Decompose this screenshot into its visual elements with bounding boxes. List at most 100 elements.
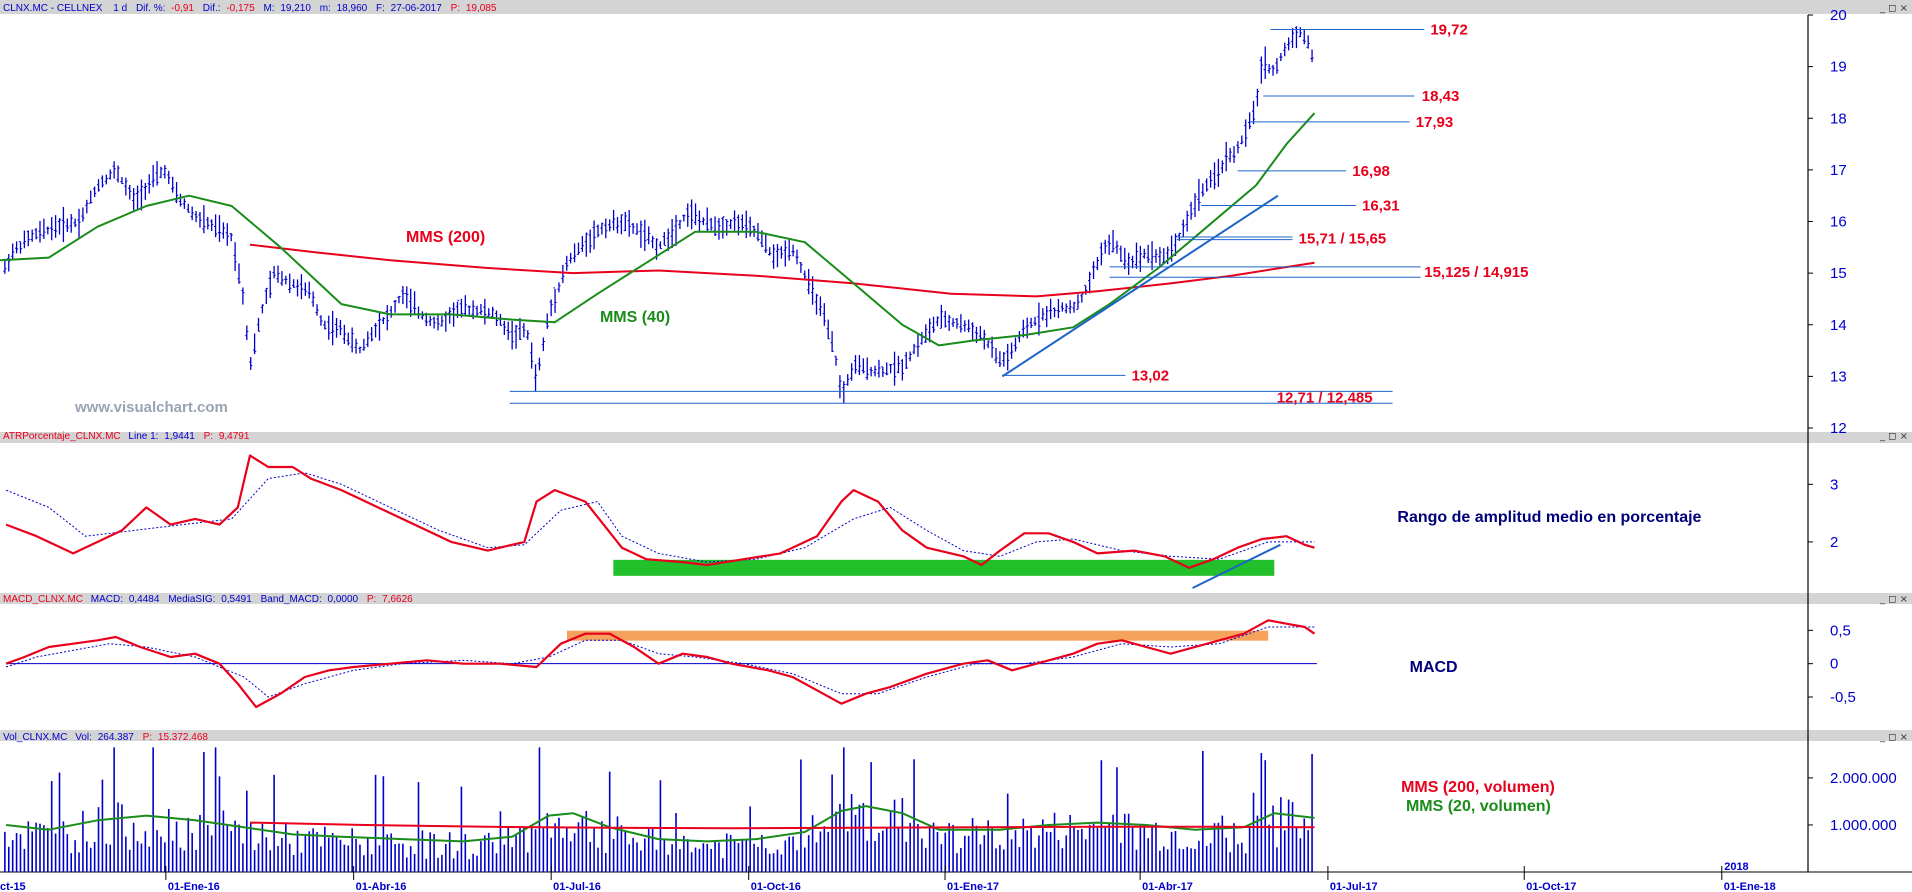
- macd-signal-line: [5, 626, 1315, 698]
- date-value: 27-06-2017: [391, 3, 443, 14]
- atr-p-label: P:: [204, 431, 213, 442]
- level-label: 13,02: [1132, 367, 1170, 384]
- dif-pct-value: -0,91: [171, 3, 194, 14]
- atr-line-label: Line 1:: [128, 431, 158, 442]
- price-y-tick-label: 16: [1830, 214, 1847, 231]
- mms-40-line: [0, 112, 1316, 347]
- pane-separator[interactable]: [0, 730, 1912, 741]
- max-value: 19,210: [280, 3, 311, 14]
- atr-pane-controls[interactable]: _ ◻ ×: [1879, 431, 1908, 442]
- chart-frame: [0, 15, 1912, 873]
- vol-mms-20-annotation: MMS (20, volumen): [1406, 798, 1551, 815]
- year-label: 2018: [1724, 861, 1748, 873]
- price-trendline: [1001, 194, 1279, 378]
- timeframe: 1 d: [113, 3, 127, 14]
- level-label: 17,93: [1416, 114, 1454, 131]
- macd-p-value: 7,6626: [382, 594, 413, 605]
- macd-line: [5, 619, 1316, 709]
- vol-p-value: 15.372.468: [158, 732, 208, 743]
- volume-bars: [4, 747, 1313, 872]
- symbol-info: CLNX.MC - CELLNEX: [3, 3, 103, 14]
- price-y-tick-label: 14: [1830, 317, 1847, 334]
- x-tick-label: 01-Oct-16: [751, 881, 801, 892]
- watermark: www.visualchart.com: [74, 399, 228, 416]
- max-label: M:: [263, 3, 274, 14]
- level-label: 19,72: [1430, 21, 1468, 38]
- pane-separator[interactable]: [0, 432, 1912, 443]
- x-tick-label: ct-15: [0, 881, 26, 892]
- macd-annotation: MACD: [1410, 659, 1458, 676]
- atr-line-value: 1,9441: [164, 431, 195, 442]
- atr-name: ATRPorcentaje_CLNX.MC: [3, 431, 121, 442]
- atr-trendline: [1192, 543, 1281, 589]
- macd-pane-controls[interactable]: _ ◻ ×: [1879, 594, 1908, 605]
- level-label: 15,71 / 15,65: [1299, 230, 1387, 247]
- price-y-tick-label: 17: [1830, 162, 1847, 179]
- macd-highlight-bar: [567, 630, 1269, 641]
- vol-label: Vol:: [75, 732, 92, 743]
- price-y-tick-label: 20: [1830, 7, 1847, 24]
- x-tick-label: 01-Ene-16: [168, 881, 220, 892]
- macd-name: MACD_CLNX.MC: [3, 594, 83, 605]
- price-value: 19,085: [466, 3, 497, 14]
- atr-p-value: 9,4791: [219, 431, 250, 442]
- vol-mms-20-line: [5, 805, 1315, 843]
- chart-header-bar: [0, 0, 1912, 14]
- pane-separator[interactable]: [0, 593, 1912, 604]
- macd-sig-label: MediaSIG:: [168, 594, 215, 605]
- x-tick-label: 01-Jul-17: [1330, 881, 1378, 892]
- price-header: CLNX.MC - CELLNEX 1 d Dif. %: -0,91 Dif.…: [3, 3, 497, 14]
- min-value: 18,960: [337, 3, 368, 14]
- macd-y-tick-label: 0: [1830, 656, 1838, 673]
- vol-name: Vol_CLNX.MC: [3, 732, 67, 743]
- dif-value: -0,175: [226, 3, 255, 14]
- dif-label: Dif.:: [203, 3, 221, 14]
- x-axis: ct-15 01-Ene-16 01-Abr-16 01-Jul-16 01-Oct-1…: [0, 861, 1776, 892]
- macd-label: MACD:: [91, 594, 123, 605]
- dif-pct-label: Dif. %:: [136, 3, 165, 14]
- ohlc-bars: [3, 26, 1314, 404]
- vol-header: Vol_CLNX.MC Vol: 264.387 P: 15.372.468: [3, 732, 208, 743]
- macd-band-value: 0,0000: [328, 594, 359, 605]
- price-label: P:: [451, 3, 460, 14]
- atr-y-tick-label: 2: [1830, 534, 1838, 551]
- level-label: 16,31: [1362, 197, 1400, 214]
- mms-200-annotation: MMS (200): [406, 229, 485, 246]
- price-pane: 20 19 18 17 16 15 14 13 12 19,72 18,43 17,93 16,98 16…: [0, 7, 1847, 437]
- x-tick-label: 01-Abr-16: [356, 881, 407, 892]
- vol-pane-controls[interactable]: _ ◻ ×: [1879, 732, 1908, 743]
- macd-pane: 0,5 0 -0,5 MACD: [5, 619, 1856, 709]
- atr-pane: 3 2 Rango de amplitud medio en porcentaje: [5, 454, 1838, 589]
- macd-p-label: P:: [367, 594, 376, 605]
- macd-y-tick-label: -0,5: [1830, 689, 1856, 706]
- price-y-tick-label: 13: [1830, 368, 1847, 385]
- vol-y-tick-label: 1.000.000: [1830, 817, 1897, 834]
- vol-p-label: P:: [143, 732, 152, 743]
- x-tick-label: 01-Oct-17: [1526, 881, 1576, 892]
- macd-sig-value: 0,5491: [221, 594, 252, 605]
- x-tick-label: 01-Abr-17: [1142, 881, 1193, 892]
- atr-highlight-bar: [613, 559, 1275, 576]
- vol-y-tick-label: 2.000.000: [1830, 770, 1897, 787]
- vol-value: 264.387: [98, 732, 135, 743]
- x-tick-label: 01-Ene-18: [1724, 881, 1776, 892]
- atr-y-tick-label: 3: [1830, 476, 1838, 493]
- macd-value: 0,4484: [129, 594, 160, 605]
- atr-annotation: Rango de amplitud medio en porcentaje: [1397, 509, 1701, 526]
- atr-header: ATRPorcentaje_CLNX.MC Line 1: 1,9441 P: …: [3, 431, 250, 442]
- level-label: 15,125 / 14,915: [1424, 264, 1528, 281]
- macd-header: MACD_CLNX.MC MACD: 0,4484 MediaSIG: 0,54…: [3, 594, 413, 605]
- macd-y-tick-label: 0,5: [1830, 622, 1851, 639]
- price-y-tick-label: 15: [1830, 265, 1847, 282]
- price-y-tick-label: 19: [1830, 59, 1847, 76]
- volume-pane: 2.000.000 1.000.000 MMS (200, volumen) MMS …: [4, 747, 1897, 872]
- x-tick-label: 01-Ene-17: [947, 881, 999, 892]
- x-tick-label: 01-Jul-16: [553, 881, 601, 892]
- price-y-tick-label: 18: [1830, 110, 1847, 127]
- window-controls[interactable]: _ ◻ ×: [1879, 3, 1908, 14]
- level-label: 16,98: [1352, 163, 1390, 180]
- vol-mms-200-line: [249, 821, 1315, 830]
- level-label: 12,71 / 12,485: [1277, 389, 1373, 406]
- atr-media-line: [5, 472, 1315, 563]
